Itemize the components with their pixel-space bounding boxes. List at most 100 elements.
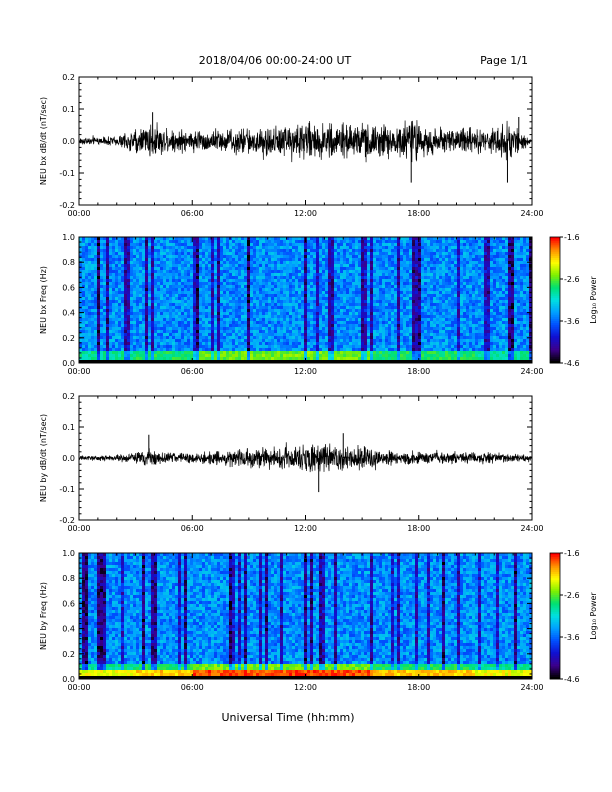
heat-cell bbox=[217, 336, 221, 340]
heat-cell bbox=[82, 354, 86, 358]
heat-cell bbox=[148, 303, 152, 307]
heat-cell bbox=[172, 309, 176, 313]
heat-cell bbox=[277, 357, 281, 361]
heat-cell bbox=[181, 267, 185, 271]
heat-cell bbox=[301, 321, 305, 325]
heat-cell bbox=[226, 282, 230, 286]
heat-cell bbox=[88, 309, 92, 313]
heat-cell bbox=[262, 351, 266, 355]
heat-cell bbox=[217, 273, 221, 277]
heat-cell bbox=[379, 321, 383, 325]
heat-cell bbox=[280, 324, 284, 328]
heat-cell bbox=[307, 243, 311, 247]
heat-cell bbox=[199, 270, 203, 274]
heat-cell bbox=[265, 339, 269, 343]
heat-cell bbox=[418, 303, 422, 307]
heat-cell bbox=[388, 357, 392, 361]
heat-cell bbox=[160, 279, 164, 283]
heat-cell bbox=[223, 360, 227, 364]
heat-cell bbox=[241, 291, 245, 295]
heat-cell bbox=[391, 339, 395, 343]
heat-cell bbox=[163, 243, 167, 247]
heat-cell bbox=[391, 264, 395, 268]
heat-cell bbox=[124, 285, 128, 289]
heat-cell bbox=[352, 351, 356, 355]
heat-cell bbox=[322, 291, 326, 295]
heat-cell bbox=[217, 255, 221, 259]
heat-cell bbox=[226, 267, 230, 271]
heat-cell bbox=[103, 303, 107, 307]
heat-cell bbox=[250, 324, 254, 328]
heat-cell bbox=[193, 288, 197, 292]
heat-cell bbox=[268, 303, 272, 307]
heat-cell bbox=[157, 300, 161, 304]
heat-cell bbox=[199, 267, 203, 271]
heat-cell bbox=[277, 318, 281, 322]
heat-cell bbox=[376, 318, 380, 322]
heat-cell bbox=[385, 285, 389, 289]
heat-cell bbox=[313, 252, 317, 256]
heat-cell bbox=[139, 309, 143, 313]
heat-cell bbox=[319, 324, 323, 328]
heat-cell bbox=[286, 297, 290, 301]
heat-cell bbox=[157, 360, 161, 364]
heat-cell bbox=[319, 330, 323, 334]
heat-cell bbox=[253, 333, 257, 337]
heat-cell bbox=[229, 282, 233, 286]
heat-cell bbox=[421, 288, 425, 292]
heat-cell bbox=[238, 336, 242, 340]
heat-cell bbox=[136, 339, 140, 343]
heat-cell bbox=[151, 291, 155, 295]
heat-cell bbox=[283, 291, 287, 295]
heat-cell bbox=[205, 360, 209, 364]
heat-cell bbox=[106, 312, 110, 316]
heat-cell bbox=[226, 324, 230, 328]
heat-cell bbox=[85, 312, 89, 316]
heat-cell bbox=[157, 240, 161, 244]
heat-cell bbox=[415, 330, 419, 334]
heat-cell bbox=[130, 354, 134, 358]
heat-cell bbox=[256, 282, 260, 286]
heat-cell bbox=[271, 354, 275, 358]
heat-cell bbox=[91, 258, 95, 262]
heat-cell bbox=[214, 252, 218, 256]
heat-cell bbox=[406, 339, 410, 343]
heat-cell bbox=[280, 261, 284, 265]
heat-cell bbox=[307, 345, 311, 349]
heat-cell bbox=[253, 327, 257, 331]
heat-cell bbox=[349, 309, 353, 313]
heat-cell bbox=[163, 258, 167, 262]
heat-cell bbox=[286, 276, 290, 280]
heat-cell bbox=[232, 351, 236, 355]
heat-cell bbox=[157, 357, 161, 361]
heat-cell bbox=[232, 354, 236, 358]
heat-cell bbox=[397, 285, 401, 289]
heat-cell bbox=[289, 333, 293, 337]
heat-cell bbox=[400, 348, 404, 352]
heat-cell bbox=[364, 300, 368, 304]
heat-cell bbox=[103, 249, 107, 253]
heat-cell bbox=[217, 327, 221, 331]
heat-cell bbox=[352, 267, 356, 271]
heat-cell bbox=[139, 282, 143, 286]
heat-cell bbox=[202, 318, 206, 322]
heat-cell bbox=[229, 270, 233, 274]
heat-cell bbox=[169, 345, 173, 349]
heat-cell bbox=[124, 318, 128, 322]
heat-cell bbox=[232, 240, 236, 244]
heat-cell bbox=[163, 270, 167, 274]
heat-cell bbox=[217, 282, 221, 286]
heat-cell bbox=[355, 291, 359, 295]
heat-cell bbox=[199, 261, 203, 265]
heat-cell bbox=[358, 330, 362, 334]
heat-cell bbox=[241, 300, 245, 304]
heat-cell bbox=[217, 291, 221, 295]
heat-cell bbox=[265, 306, 269, 310]
heat-cell bbox=[340, 330, 344, 334]
heat-cell bbox=[316, 291, 320, 295]
heat-cell bbox=[349, 312, 353, 316]
heat-cell bbox=[133, 276, 137, 280]
heat-cell bbox=[235, 315, 239, 319]
heat-cell bbox=[262, 303, 266, 307]
heat-cell bbox=[301, 261, 305, 265]
